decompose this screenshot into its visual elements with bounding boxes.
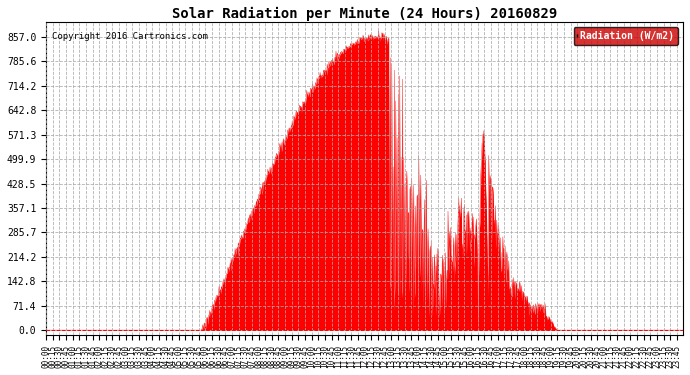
Legend: Radiation (W/m2): Radiation (W/m2) <box>573 27 678 45</box>
Title: Solar Radiation per Minute (24 Hours) 20160829: Solar Radiation per Minute (24 Hours) 20… <box>172 7 557 21</box>
Text: Copyright 2016 Cartronics.com: Copyright 2016 Cartronics.com <box>52 32 208 40</box>
